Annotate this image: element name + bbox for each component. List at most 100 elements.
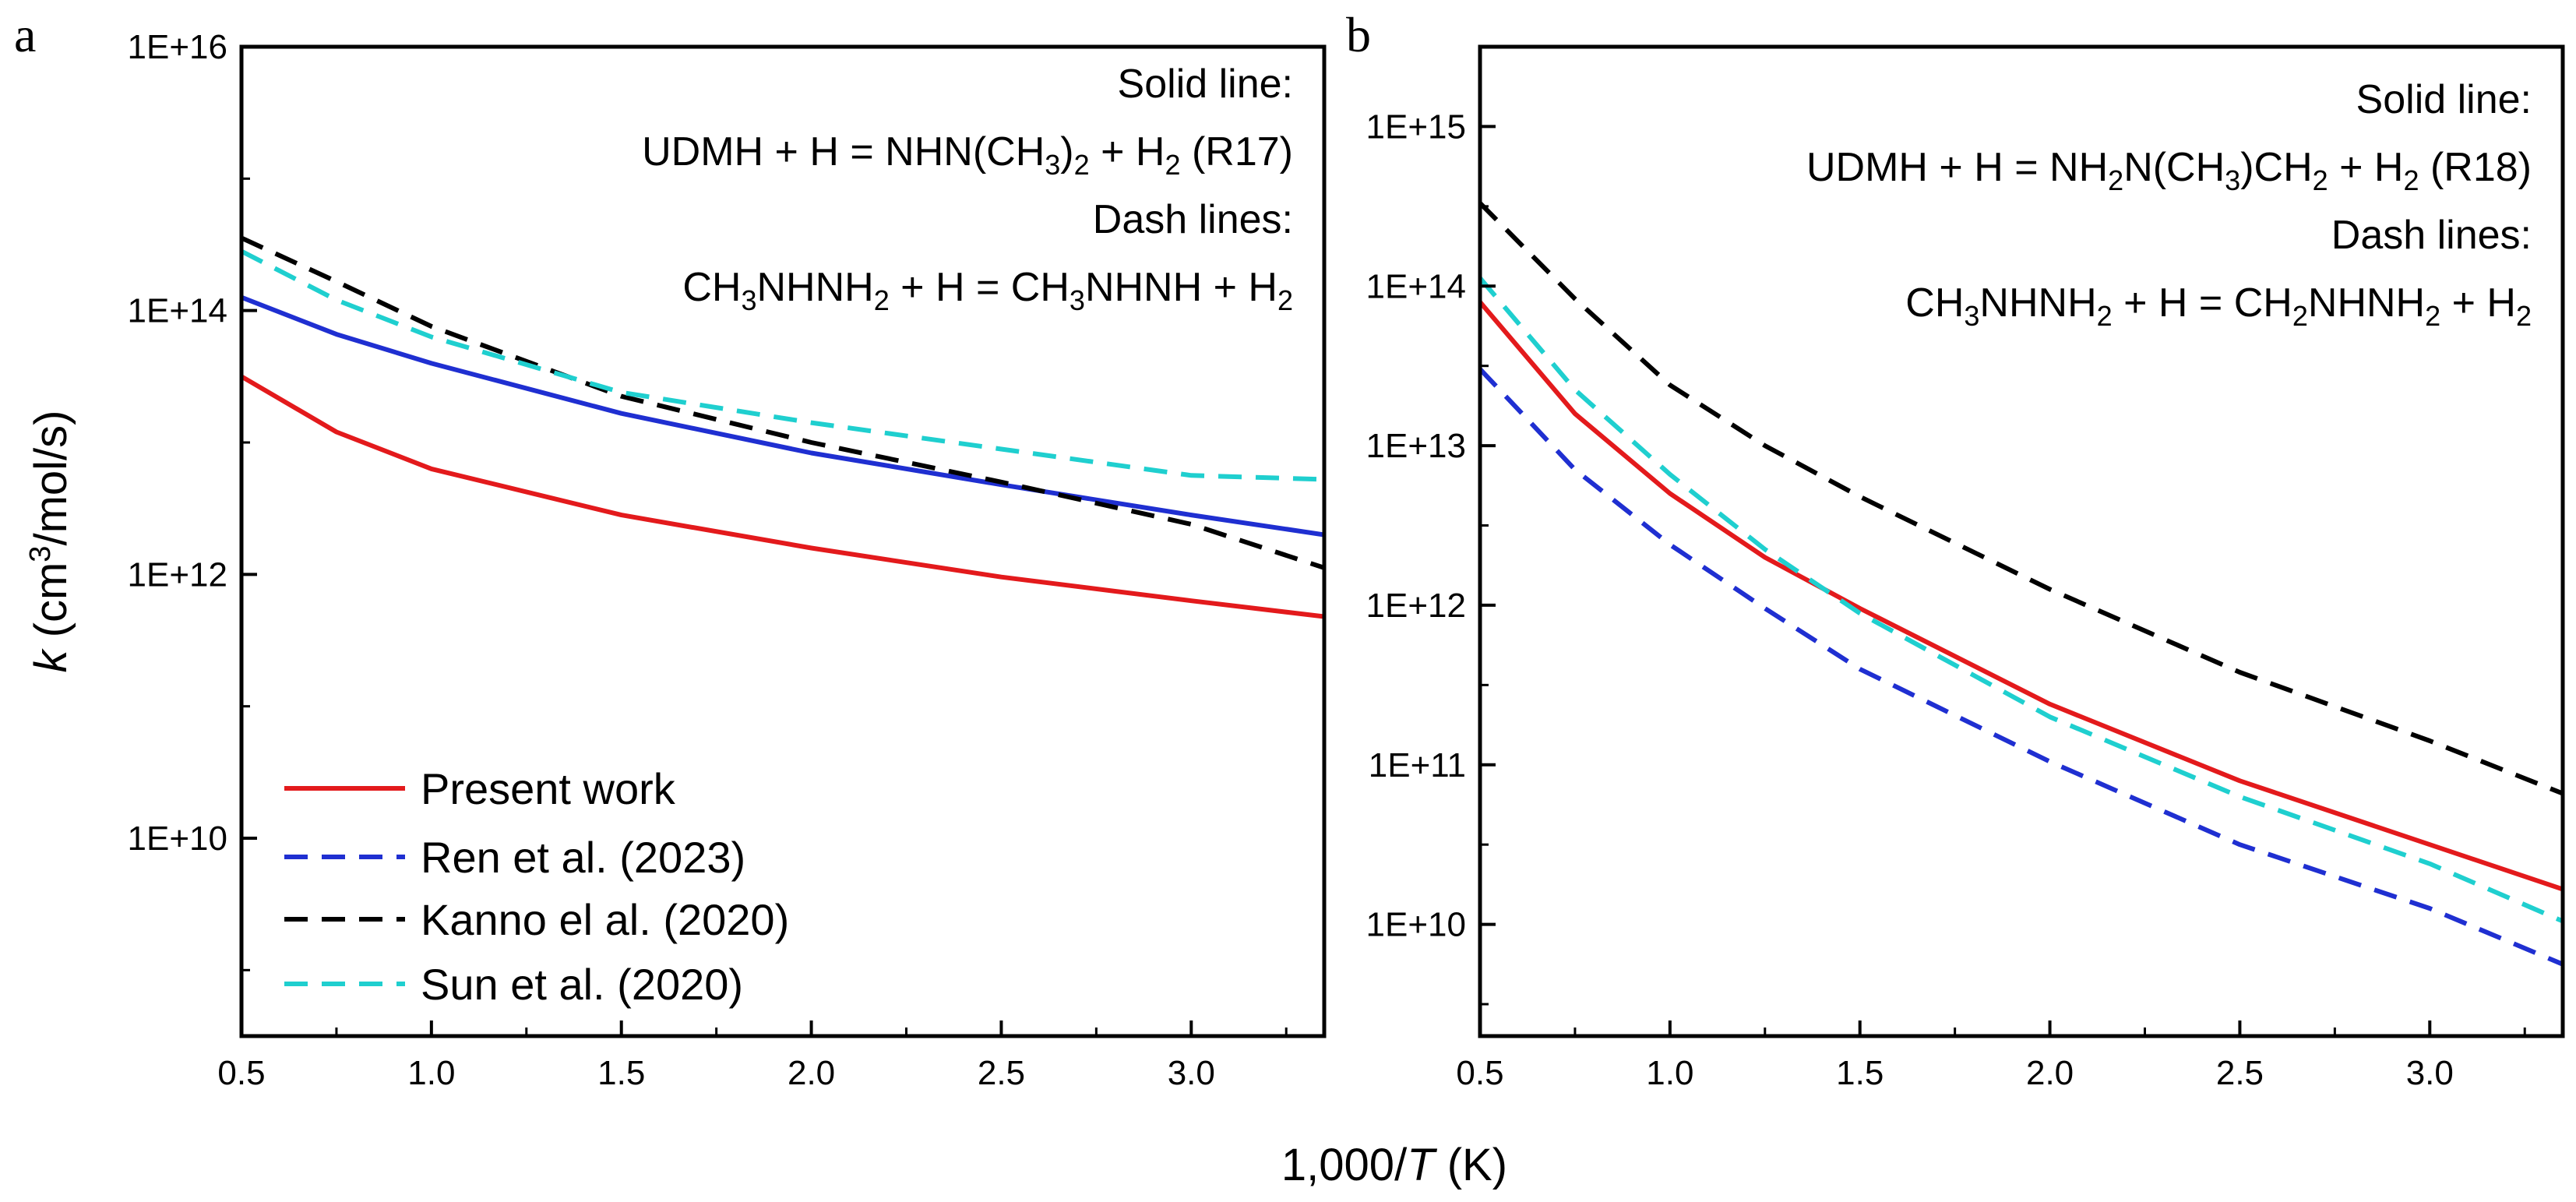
panel-b-annotation-seg: 2 <box>2108 164 2123 196</box>
legend-item-ren-2023: Ren et al. (2023) <box>284 833 745 882</box>
y-axis-unit-sup: 3 <box>24 546 57 562</box>
panel-b-frame <box>1478 44 2565 1038</box>
panel-a-annotation-line-2: Dash lines: <box>1093 197 1293 242</box>
panel-b-annotation-seg: NHNH <box>1979 280 2096 326</box>
panel-a-annotation: Solid line:UDMH + H = NHN(CH3)2 + H2 (R1… <box>642 62 1293 316</box>
panel-a-ytick-label-3: 1E+16 <box>128 28 227 66</box>
y-axis-var: k <box>26 647 76 672</box>
panel-a-annotation-seg: Dash lines: <box>1093 197 1293 242</box>
panel-a-annotation-seg: 3 <box>1070 284 1085 316</box>
panel-b-clipped-lines <box>1480 201 2563 967</box>
panel-b-annotation-line-3: CH3NHNH2 + H = CH2NHNH2 + H2 <box>1905 280 2532 332</box>
panel-b-annotation-line-1: UDMH + H = NH2N(CH3)CH2 + H2 (R18) <box>1806 145 2532 196</box>
panel-a-annotation-seg: CH <box>682 265 741 310</box>
legend-label-present-work: Present work <box>421 764 676 813</box>
x-axis-title: 1,000/T (K) <box>1281 1140 1507 1190</box>
panel-b-xtick-label-3: 2.0 <box>2026 1054 2074 1092</box>
panel-a-annotation-seg: ) <box>1060 129 1073 174</box>
panel-a-ytick-label-1: 1E+12 <box>128 555 227 594</box>
panel-b-annotation-seg: 2 <box>2425 300 2440 332</box>
panel-b-ytick-label-3: 1E+13 <box>1366 427 1466 465</box>
panel-a-annotation-seg: 3 <box>1045 149 1060 181</box>
panel-b-annotation-seg: Dash lines: <box>2331 213 2532 258</box>
y-axis-unit-b: /mol/s) <box>26 411 76 546</box>
panel-a-annotation-seg: Solid line: <box>1118 62 1293 107</box>
panel-a-letter: a <box>14 7 36 62</box>
panel-a-annotation-seg: + H <box>1090 129 1165 174</box>
panel-a-annotation-seg: UDMH + H = NHN(CH <box>642 129 1045 174</box>
panel-b-annotation-seg: 2 <box>2403 164 2419 196</box>
panel-b-annotation-line-2: Dash lines: <box>2331 213 2532 258</box>
panel-a-annotation-seg: 2 <box>1165 149 1180 181</box>
panel-a-clipped-lines <box>241 235 1324 619</box>
panel-b-series-ren-et-al-2023 <box>1480 367 2563 967</box>
panel-a-xtick-label-1: 1.0 <box>407 1054 455 1092</box>
panel-b-series-sun-et-al-2020 <box>1480 277 2563 924</box>
panel-b-annotation-seg: + H = CH <box>2113 280 2292 326</box>
legend-label-kanno-2020: Kanno el al. (2020) <box>421 895 789 944</box>
legend-label-sun-2020: Sun et al. (2020) <box>421 960 743 1009</box>
panel-b-annotation-seg: )CH <box>2240 145 2312 190</box>
panel-a-annotation-line-1: UDMH + H = NHN(CH3)2 + H2 (R17) <box>642 129 1293 181</box>
panel-b-annotation-line-0: Solid line: <box>2356 77 2532 122</box>
panel-a-series-sun-et-al-2020 <box>241 249 1324 482</box>
panel-b-annotation-seg: 3 <box>1964 300 1979 332</box>
panel-b-ytick-label-2: 1E+12 <box>1366 587 1466 625</box>
y-axis-unit-a: (cm <box>26 562 76 650</box>
panel-a-series <box>241 235 1324 619</box>
panel-b-annotation-seg: Solid line: <box>2356 77 2532 122</box>
panel-a-annotation-seg: NHNH <box>756 265 873 310</box>
legend-item-kanno-2020: Kanno el al. (2020) <box>284 895 789 944</box>
panel-a-xtick-label-0: 0.5 <box>217 1054 265 1092</box>
y-axis-title: k (cm3/mol/s) <box>24 411 76 673</box>
panel-a-series-ren-et-al-2023 <box>241 294 1324 538</box>
panel-b-annotation-seg: N(CH <box>2123 145 2225 190</box>
panel-a-annotation-seg: 2 <box>1074 149 1090 181</box>
panel-b-annotation-seg: 2 <box>2516 300 2532 332</box>
panel-a-annotation-seg: 2 <box>874 284 890 316</box>
panel-b-annotation: Solid line: UDMH + H = NH2N(CH3)CH2 + H2 … <box>1806 77 2532 332</box>
panel-b-ticks: 0.5 1.0 1.5 2.0 2.5 3.0 1E+10 1E+11 1E+12 1E+13 1E… <box>1366 45 2526 1092</box>
panel-b-series-present-work <box>1480 300 2563 892</box>
panel-a-xtick-label-5: 3.0 <box>1168 1054 1215 1092</box>
panel-b-letter: b <box>1346 7 1371 62</box>
panel-a-annotation-seg: 3 <box>741 284 756 316</box>
panel-b-ytick-label-0: 1E+10 <box>1366 906 1466 944</box>
panel-a-annotation-seg: (R17) <box>1181 129 1293 174</box>
panel-b-annotation-seg: 2 <box>2313 164 2328 196</box>
panel-a-ticks: 0.5 1.0 1.5 2.0 2.5 3.0 1E+10 1E+12 1E+14 1E+16 <box>128 28 1288 1092</box>
legend: Present work Ren et al. (2023) Kanno el … <box>284 764 789 1009</box>
panel-a: 0.5 1.0 1.5 2.0 2.5 3.0 1E+10 1E+12 1E+14 1E+16 S… <box>128 28 1327 1092</box>
panel-a-xtick-label-4: 2.5 <box>978 1054 1025 1092</box>
x-axis-prefix: 1,000/ <box>1281 1140 1408 1190</box>
panel-b-xtick-label-0: 0.5 <box>1456 1054 1503 1092</box>
panel-b-annotation-seg: (R18) <box>2419 145 2532 190</box>
panel-a-annotation-seg: NHNH + H <box>1085 265 1277 310</box>
panel-b-annotation-seg: 2 <box>2292 300 2308 332</box>
panel-b-annotation-seg: 3 <box>2225 164 2240 196</box>
panel-a-frame <box>239 44 1327 1038</box>
x-axis-var: T <box>1407 1140 1437 1190</box>
panel-b-ytick-label-5: 1E+15 <box>1366 108 1466 146</box>
panel-b-annotation-seg: UDMH + H = NH <box>1806 145 2108 190</box>
panel-a-xtick-label-3: 2.0 <box>788 1054 835 1092</box>
panel-a-series-kanno-el-al-2020 <box>241 235 1324 570</box>
panel-a-ytick-label-0: 1E+10 <box>128 820 227 858</box>
panel-a-annotation-line-3: CH3NHNH2 + H = CH3NHNH + H2 <box>682 265 1293 316</box>
panel-b-ytick-label-1: 1E+11 <box>1369 746 1466 784</box>
legend-item-sun-2020: Sun et al. (2020) <box>284 960 743 1009</box>
panel-b-xtick-label-2: 1.5 <box>1836 1054 1884 1092</box>
panel-a-annotation-line-0: Solid line: <box>1118 62 1293 107</box>
panel-b-series <box>1480 201 2563 967</box>
panel-b-xtick-label-4: 2.5 <box>2216 1054 2264 1092</box>
panel-a-annotation-seg: 2 <box>1277 284 1293 316</box>
panel-b-annotation-seg: 2 <box>2097 300 2113 332</box>
legend-label-ren-2023: Ren et al. (2023) <box>421 833 745 882</box>
panel-b-annotation-seg: + H <box>2328 145 2404 190</box>
panel-b-ytick-label-4: 1E+14 <box>1366 267 1466 305</box>
panel-b-xtick-label-1: 1.0 <box>1646 1054 1693 1092</box>
legend-item-present-work: Present work <box>284 764 676 813</box>
x-axis-suffix: (K) <box>1435 1140 1507 1190</box>
panel-b: 0.5 1.0 1.5 2.0 2.5 3.0 1E+10 1E+11 1E+12 1E+13 1E… <box>1366 44 2565 1092</box>
